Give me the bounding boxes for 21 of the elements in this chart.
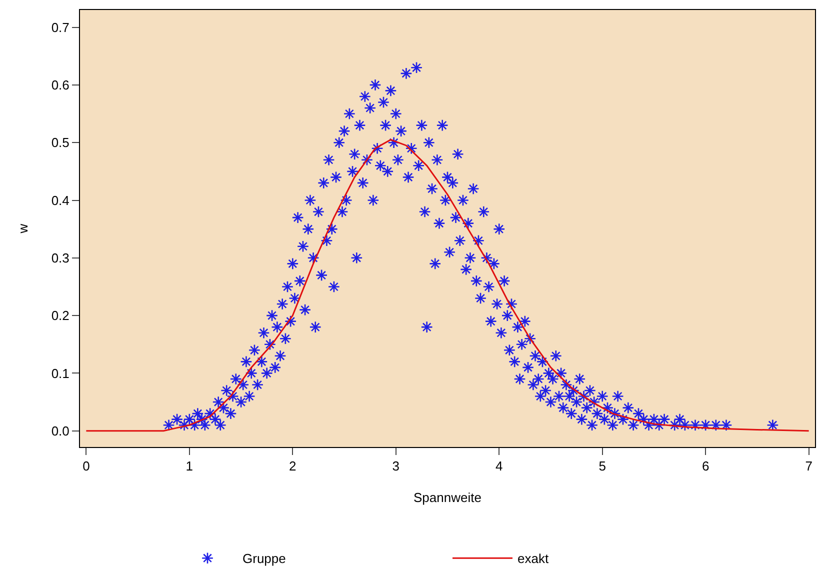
x-tick-label: 6: [702, 458, 710, 474]
legend-label: Gruppe: [242, 551, 286, 566]
y-tick-label: 0.7: [51, 20, 70, 35]
y-tick-label: 0.3: [51, 250, 70, 266]
x-tick-label: 3: [392, 458, 400, 474]
x-tick-label: 5: [598, 458, 606, 474]
x-tick-label: 7: [805, 458, 812, 474]
y-tick-label: 0.2: [51, 308, 70, 324]
x-tick-label: 2: [289, 458, 296, 474]
line-series: [85, 138, 810, 432]
y-tick-label: 0.5: [51, 135, 70, 150]
x-tick-label: 1: [186, 458, 194, 474]
y-tick-label: 0.1: [51, 366, 70, 381]
x-axis-title: Spannweite: [414, 490, 482, 506]
x-tick-label: 0: [82, 458, 90, 474]
y-tick-label: 0.0: [51, 423, 70, 438]
y-axis-title: w: [15, 223, 30, 234]
y-tick-label: 0.6: [51, 78, 70, 92]
y-tick-label: 0.4: [51, 192, 70, 208]
legend-label: exakt: [518, 551, 549, 566]
x-tick-label: 4: [496, 458, 503, 474]
